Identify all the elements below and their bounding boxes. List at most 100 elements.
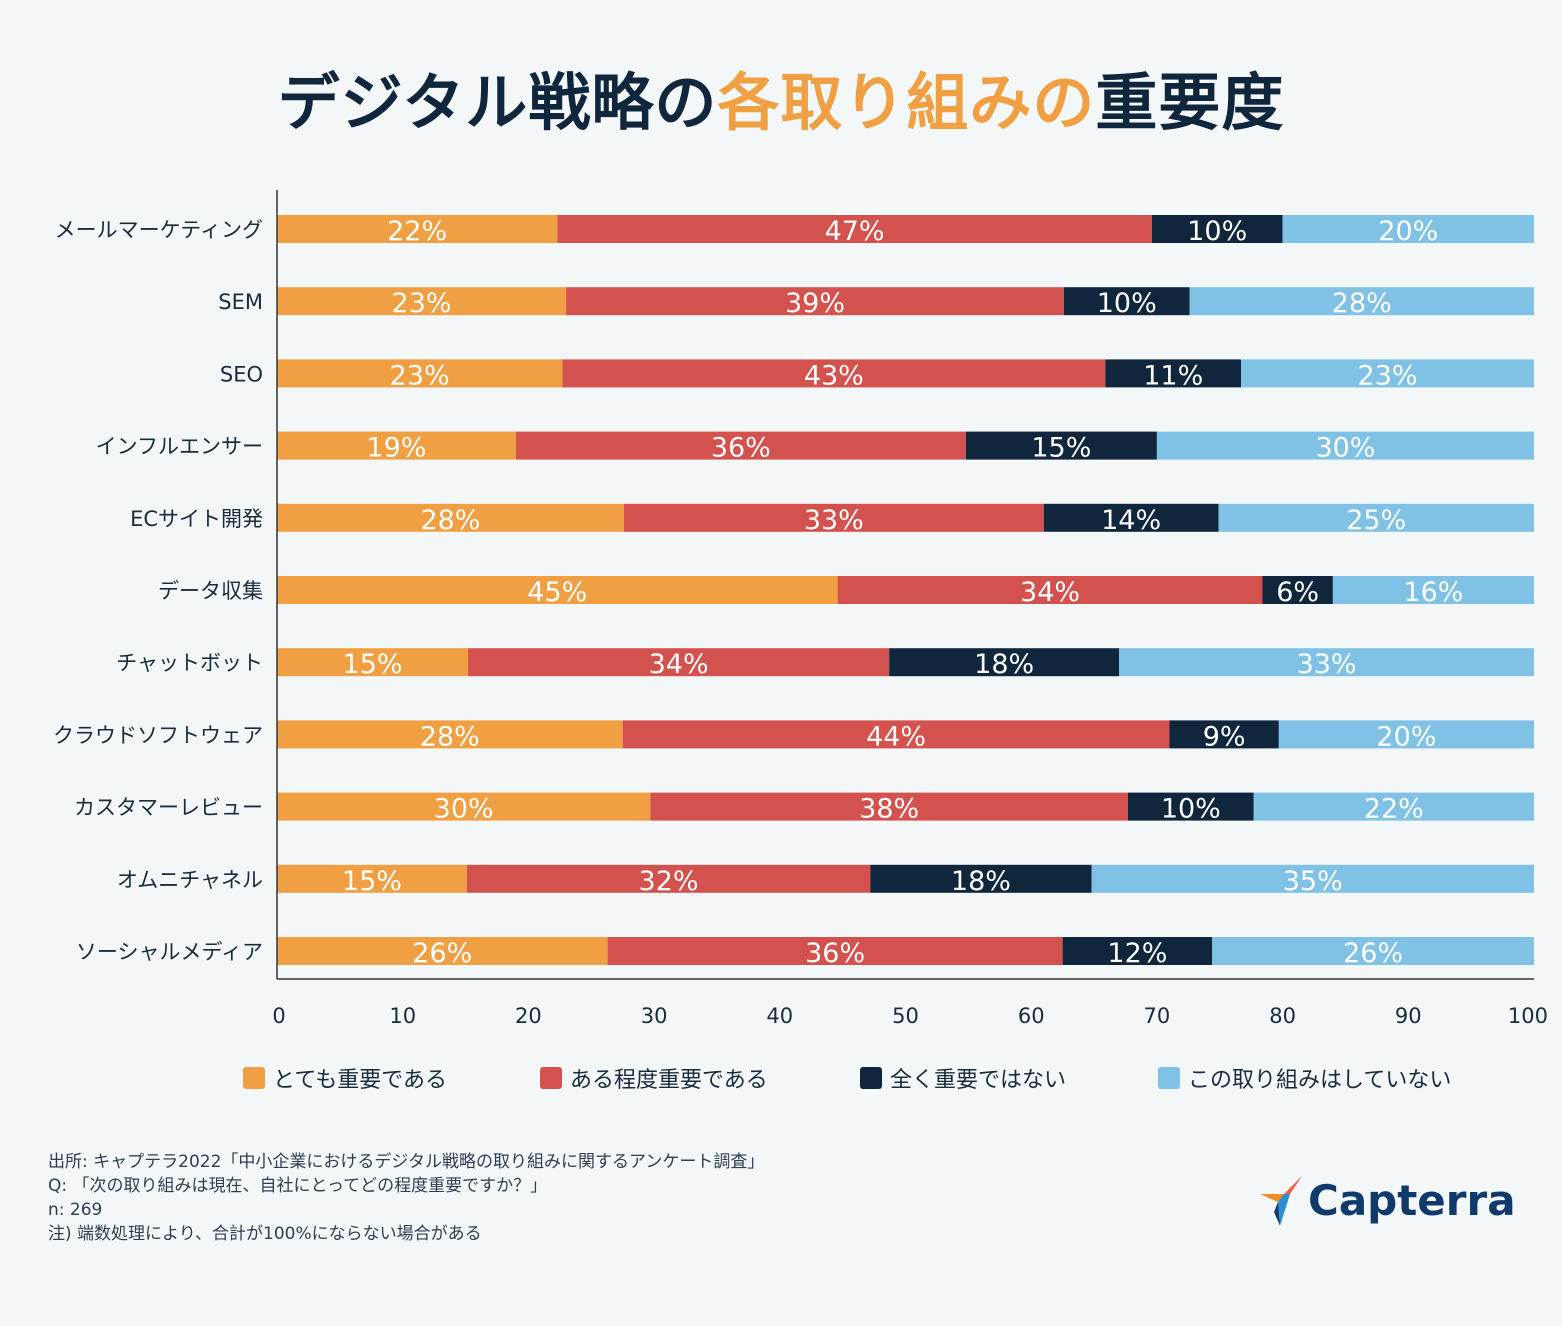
data-label-10-4: 35% xyxy=(1283,866,1343,897)
x-tick-label-80: 80 xyxy=(1269,1004,1296,1028)
data-label-8-4: 20% xyxy=(1376,721,1436,752)
legend-swatch-3 xyxy=(860,1067,882,1089)
title-part-3: 重要度 xyxy=(1095,66,1285,139)
data-label-9-2: 38% xyxy=(859,794,919,825)
legend-swatch-1 xyxy=(243,1067,265,1089)
bar-segment-8-4 xyxy=(1278,720,1534,749)
bar-segment-3-2 xyxy=(562,359,1106,388)
data-label-10-1: 15% xyxy=(342,866,402,897)
bar-segment-5-3 xyxy=(1043,503,1219,532)
legend-item-4: この取り組みはしていない xyxy=(1158,1062,1451,1094)
category-label-10: オムニチャネル xyxy=(117,868,263,892)
bar-segment-11-4 xyxy=(1212,937,1534,965)
legend-label-4: この取り組みはしていない xyxy=(1188,1068,1452,1093)
data-label-1-1: 22% xyxy=(387,216,447,247)
bar-segment-7-2 xyxy=(468,648,890,677)
x-tick-label-90: 90 xyxy=(1395,1004,1422,1028)
bar-segment-9-1 xyxy=(277,792,651,821)
data-label-3-3: 11% xyxy=(1143,360,1203,391)
data-label-3-2: 43% xyxy=(804,360,864,391)
legend-swatch-4 xyxy=(1158,1067,1180,1089)
bar-segment-7-3 xyxy=(889,648,1120,677)
bar-segment-9-2 xyxy=(650,792,1128,821)
data-label-3-4: 23% xyxy=(1358,360,1418,391)
data-label-2-4: 28% xyxy=(1332,288,1392,319)
x-tick-label-40: 40 xyxy=(766,1004,793,1028)
bar-segment-9-4 xyxy=(1253,792,1534,821)
bar-segment-8-2 xyxy=(622,720,1170,749)
category-label-3: SEO xyxy=(220,362,263,386)
legend-label-2: ある程度重要である xyxy=(570,1068,768,1093)
chart-title: デジタル戦略の各取り組みの重要度 xyxy=(0,52,1562,142)
bar-segment-8-1 xyxy=(277,720,623,749)
bar-segment-1-4 xyxy=(1282,215,1534,243)
category-label-1: メールマーケティング xyxy=(55,218,263,242)
data-label-6-3: 6% xyxy=(1276,577,1319,608)
bar-segment-11-2 xyxy=(607,937,1063,965)
x-tick-label-0: 0 xyxy=(272,1004,285,1028)
legend-item-1: とても重要である xyxy=(243,1062,447,1094)
bar-segment-6-2 xyxy=(837,576,1263,604)
data-label-10-2: 32% xyxy=(639,866,699,897)
data-label-4-2: 36% xyxy=(711,433,771,464)
footnotes: 出所: キャプテラ2022「中小企業におけるデジタル戦略の取り組みに関するアンケ… xyxy=(48,1150,764,1246)
data-label-11-3: 12% xyxy=(1107,938,1167,969)
data-label-9-4: 22% xyxy=(1364,794,1424,825)
x-tick-label-50: 50 xyxy=(892,1004,919,1028)
bar-segment-11-1 xyxy=(277,937,608,965)
data-label-3-1: 23% xyxy=(390,360,450,391)
data-label-9-1: 30% xyxy=(434,794,494,825)
data-label-10-3: 18% xyxy=(951,866,1011,897)
bar-segment-4-3 xyxy=(965,431,1157,460)
capterra-logo-icon xyxy=(1260,1176,1302,1226)
x-tick-label-100: 100 xyxy=(1508,1004,1548,1028)
category-label-8: クラウドソフトウェア xyxy=(53,723,263,747)
data-label-11-1: 26% xyxy=(412,938,472,969)
bar-segment-8-3 xyxy=(1169,720,1279,749)
footnote-question: Q: 「次の取り組みは現在、自社にとってどの程度重要ですか？」 xyxy=(48,1176,548,1196)
data-label-5-1: 28% xyxy=(420,505,480,536)
data-label-2-2: 39% xyxy=(785,288,845,319)
legend-item-3: 全く重要ではない xyxy=(860,1062,1066,1094)
category-label-9: カスタマーレビュー xyxy=(74,796,263,820)
bar-segment-5-4 xyxy=(1218,503,1534,532)
category-label-7: チャットボット xyxy=(116,651,263,675)
data-label-1-2: 47% xyxy=(825,216,885,247)
capterra-logo: Capterra xyxy=(1258,1172,1516,1228)
data-label-5-3: 14% xyxy=(1101,505,1161,536)
data-label-8-3: 9% xyxy=(1203,721,1246,752)
data-label-5-2: 33% xyxy=(804,505,864,536)
title-part-1: デジタル戦略の xyxy=(277,66,718,139)
category-label-4: インフルエンサー xyxy=(96,435,263,459)
footnote-sample-size: n: 269 xyxy=(48,1200,103,1220)
stacked-bar-chart: メールマーケティング 22% 47% 10% 20% SEM 23% 39% 10% 28% SEO… xyxy=(53,190,1548,1028)
chart-legend: とても重要である ある程度重要である 全く重要ではない この取り組みはしていない xyxy=(243,1062,1543,1098)
bar-segment-5-2 xyxy=(623,503,1044,532)
data-label-4-4: 30% xyxy=(1315,433,1375,464)
bar-segment-5-1 xyxy=(277,503,624,532)
x-tick-label-10: 10 xyxy=(389,1004,416,1028)
bar-segment-1-2 xyxy=(557,215,1152,243)
data-label-1-4: 20% xyxy=(1378,216,1438,247)
data-label-2-1: 23% xyxy=(392,288,452,319)
bar-segment-1-1 xyxy=(277,215,558,243)
data-label-8-1: 28% xyxy=(420,721,480,752)
bar-segment-6-4 xyxy=(1332,576,1534,604)
data-label-11-4: 26% xyxy=(1343,938,1403,969)
data-label-6-4: 16% xyxy=(1403,577,1463,608)
x-tick-label-30: 30 xyxy=(641,1004,668,1028)
bar-segment-10-3 xyxy=(870,864,1092,893)
data-label-4-3: 15% xyxy=(1031,433,1091,464)
bar-segment-3-1 xyxy=(277,359,563,388)
data-label-9-3: 10% xyxy=(1161,794,1221,825)
title-part-2-accent: 各取り組みの xyxy=(717,66,1096,139)
category-label-6: データ収集 xyxy=(158,579,263,603)
bar-segment-6-3 xyxy=(1262,576,1333,604)
x-tick-label-20: 20 xyxy=(515,1004,542,1028)
bar-segment-11-3 xyxy=(1062,937,1213,965)
bar-segment-3-3 xyxy=(1105,359,1242,388)
bar-segment-6-1 xyxy=(277,576,838,604)
bar-segment-4-4 xyxy=(1156,431,1534,460)
data-label-7-1: 15% xyxy=(343,649,403,680)
data-label-7-4: 33% xyxy=(1297,649,1357,680)
